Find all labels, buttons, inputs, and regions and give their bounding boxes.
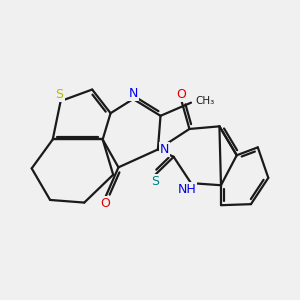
Text: N: N: [160, 143, 169, 156]
Text: S: S: [151, 175, 159, 188]
Text: NH: NH: [177, 183, 196, 196]
Text: O: O: [100, 197, 110, 210]
Text: N: N: [128, 87, 138, 100]
Text: CH₃: CH₃: [195, 96, 214, 106]
Text: S: S: [56, 88, 64, 101]
Text: O: O: [177, 88, 187, 101]
